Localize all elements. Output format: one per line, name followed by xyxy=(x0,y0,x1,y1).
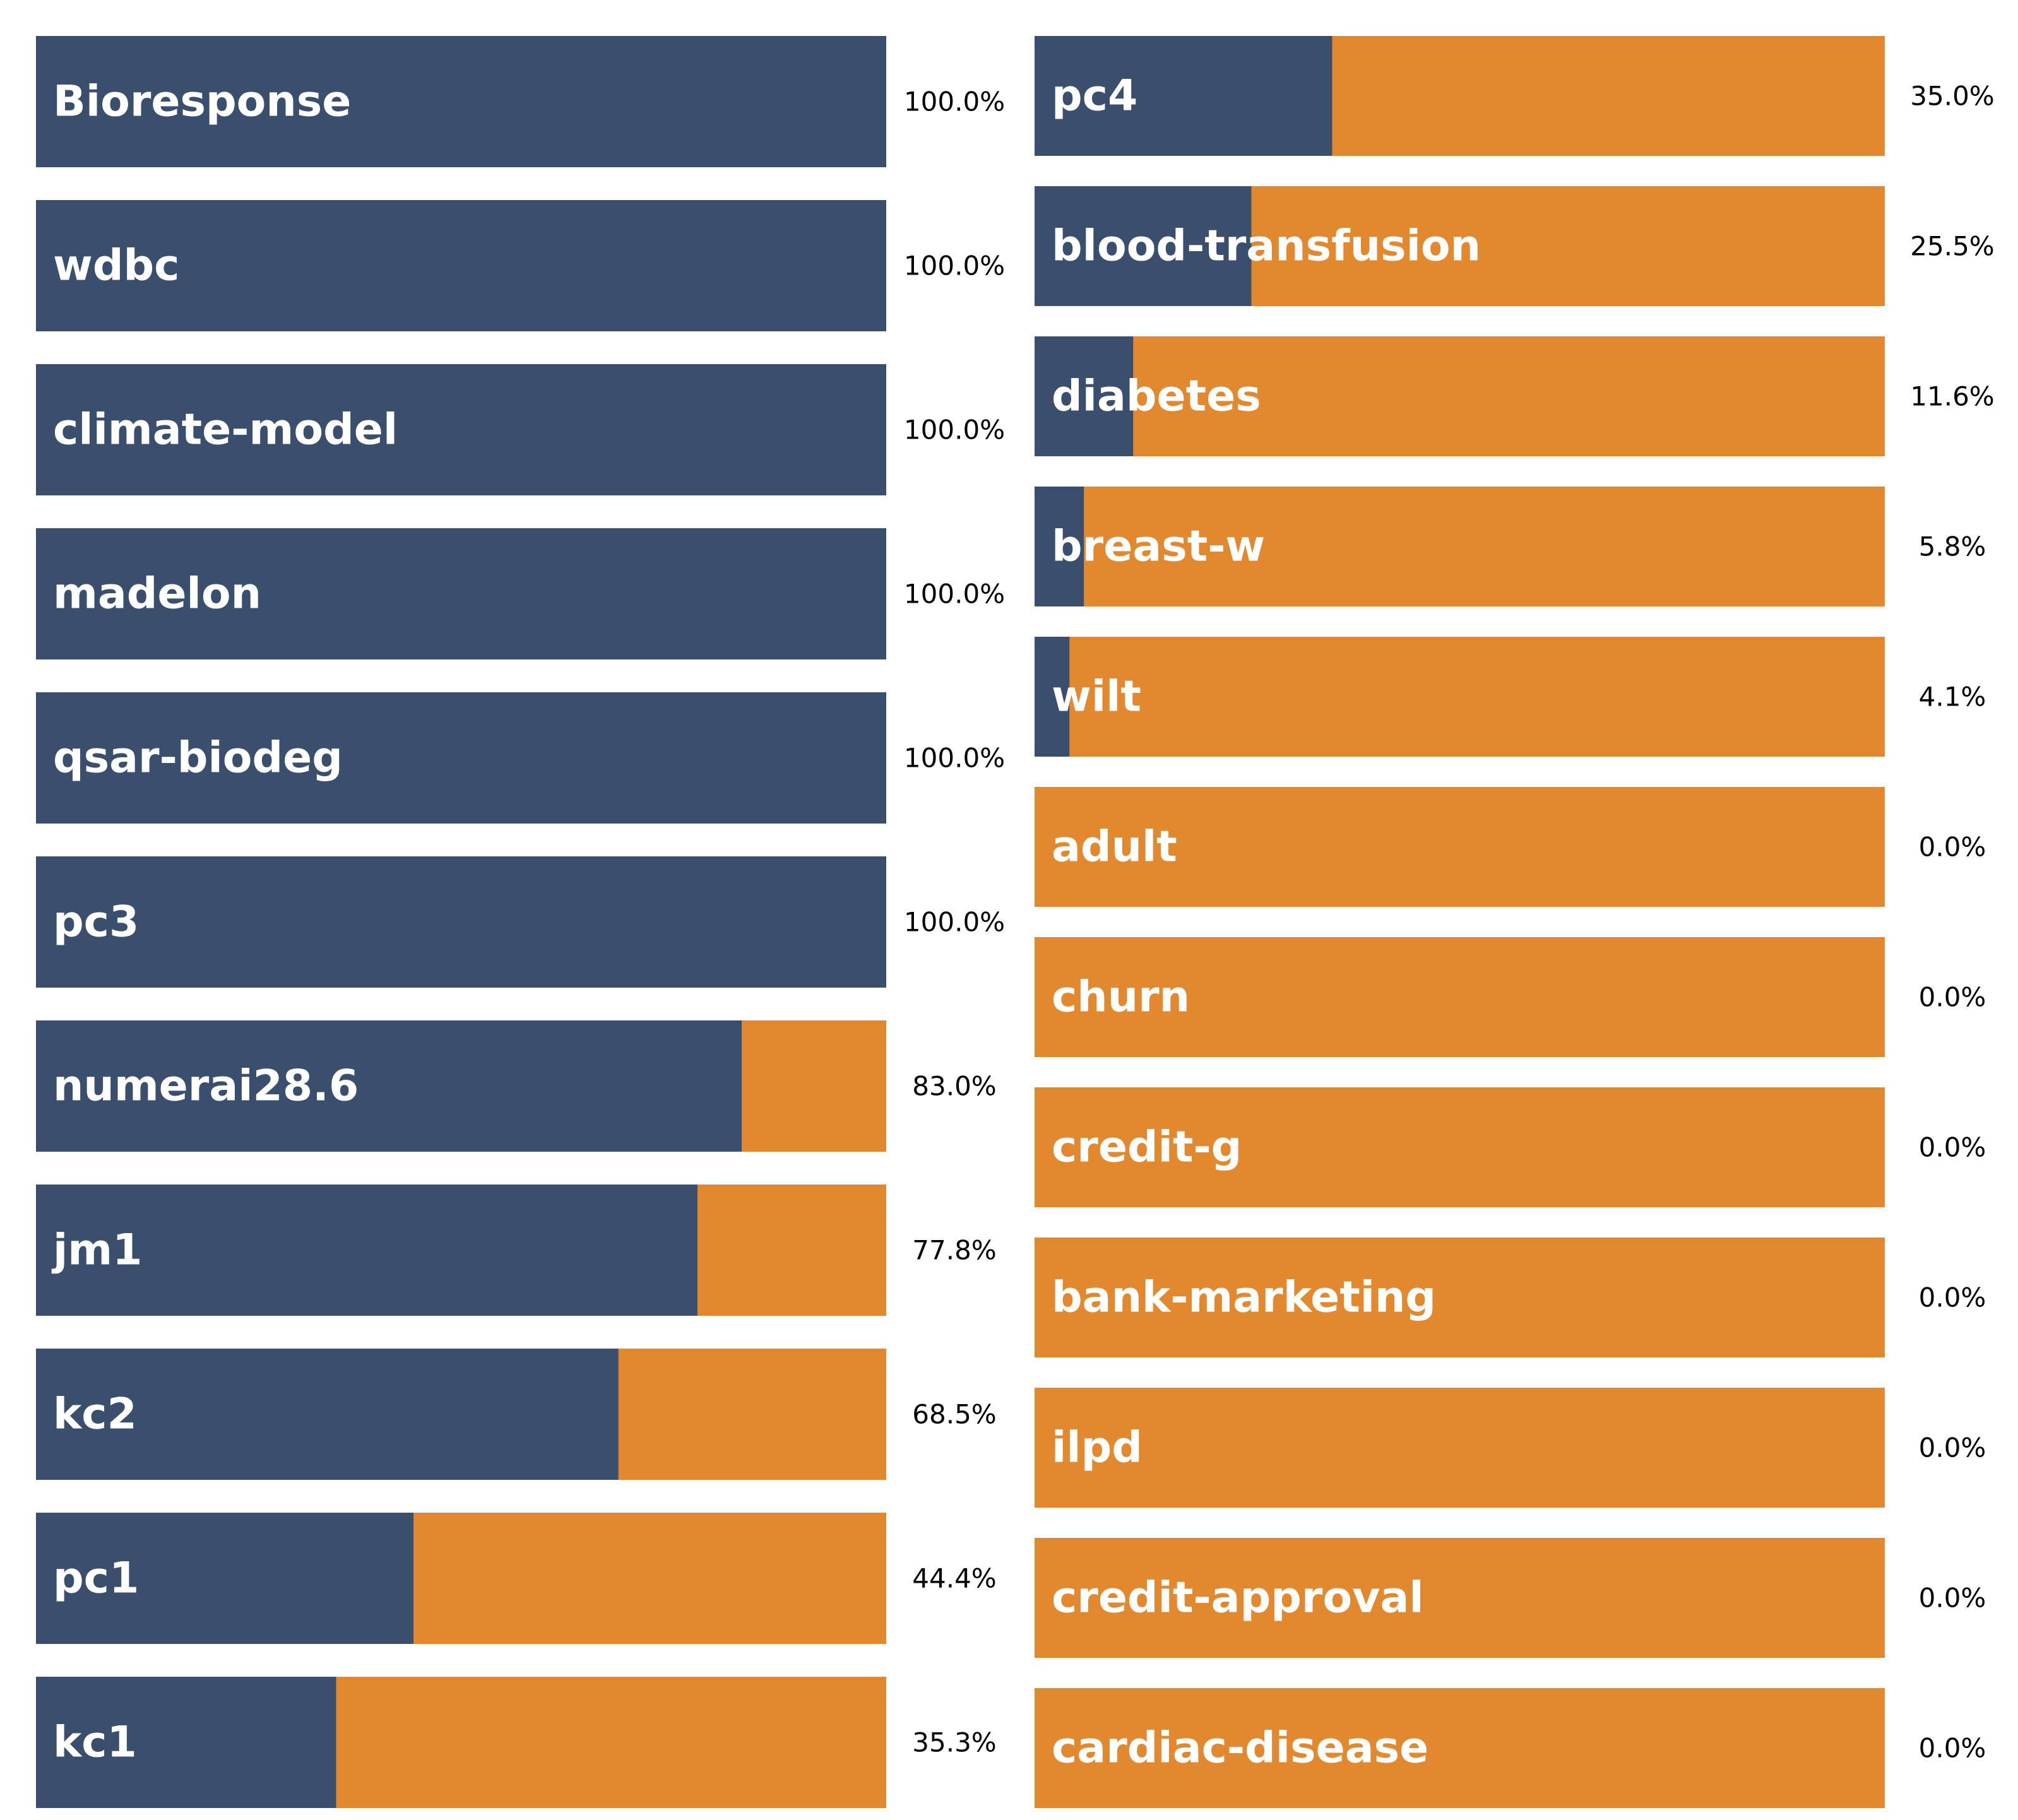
bar-value-numerai28-6 xyxy=(36,1020,742,1152)
bar-label-pc3: pc3 xyxy=(53,897,139,947)
bar-label-credit-g: credit-g xyxy=(1052,1123,1242,1173)
bar-remainder-ilpd xyxy=(1035,1388,1885,1508)
value-label-kc2: 68.5% xyxy=(912,1399,996,1430)
bar-label-bioresponse: Bioresponse xyxy=(53,77,351,127)
bar-remainder-breast-w xyxy=(1035,487,1885,606)
bar-value-pc3 xyxy=(36,856,886,988)
value-label-cardiac-disease: 0.0% xyxy=(1919,1733,1986,1764)
value-label-churn: 0.0% xyxy=(1919,982,1986,1013)
bar-value-climate-model xyxy=(36,364,886,495)
bar-label-diabetes: diabetes xyxy=(1052,372,1261,422)
value-label-madelon: 100.0% xyxy=(904,579,1005,610)
bar-label-jm1: jm1 xyxy=(51,1226,142,1275)
bar-value-kc1 xyxy=(36,1677,336,1808)
value-label-breast-w: 5.8% xyxy=(1919,531,1986,562)
bar-remainder-credit-approval xyxy=(1035,1538,1885,1658)
bar-label-pc4: pc4 xyxy=(1052,71,1137,121)
bar-remainder-credit-g xyxy=(1035,1087,1885,1207)
bar-label-cardiac-disease: cardiac-disease xyxy=(1052,1723,1428,1773)
value-label-wdbc: 100.0% xyxy=(904,251,1005,281)
value-label-credit-approval: 0.0% xyxy=(1919,1583,1986,1614)
bar-label-madelon: madelon xyxy=(53,569,261,619)
value-label-diabetes: 11.6% xyxy=(1910,381,1994,412)
bar-value-pc1 xyxy=(36,1513,414,1644)
bar-value-bioresponse xyxy=(36,36,886,167)
value-label-qsar-biodeg: 100.0% xyxy=(904,743,1005,774)
bar-value-wilt xyxy=(1035,637,1070,757)
value-label-bioresponse: 100.0% xyxy=(904,86,1005,117)
bar-label-qsar-biodeg: qsar-biodeg xyxy=(53,733,343,783)
bar-value-breast-w xyxy=(1035,487,1084,606)
bar-value-jm1 xyxy=(36,1185,697,1316)
bar-remainder-wilt xyxy=(1035,637,1885,757)
bar-label-pc1: pc1 xyxy=(53,1554,139,1604)
bar-label-ilpd: ilpd xyxy=(1052,1423,1143,1473)
value-label-pc4: 35.0% xyxy=(1910,81,1994,112)
value-label-numerai28-6: 83.0% xyxy=(912,1071,996,1102)
bar-label-adult: adult xyxy=(1052,822,1177,872)
bar-value-kc2 xyxy=(36,1349,619,1480)
bar-label-climate-model: climate-model xyxy=(53,405,398,455)
value-label-ilpd: 0.0% xyxy=(1919,1433,1986,1463)
value-label-jm1: 77.8% xyxy=(912,1235,996,1266)
bar-label-bank-marketing: bank-marketing xyxy=(1052,1273,1436,1323)
bar-value-pc4 xyxy=(1035,36,1332,156)
bar-remainder-adult xyxy=(1035,787,1885,907)
bar-label-breast-w: breast-w xyxy=(1052,522,1265,572)
value-label-wilt: 4.1% xyxy=(1919,682,1986,712)
bar-value-wdbc xyxy=(36,200,886,331)
bar-remainder-bank-marketing xyxy=(1035,1238,1885,1357)
bar-remainder-diabetes xyxy=(1035,336,1885,456)
bar-value-blood-transfusion xyxy=(1035,186,1252,306)
bar-remainder-cardiac-disease xyxy=(1035,1688,1885,1808)
value-label-kc1: 35.3% xyxy=(912,1727,996,1758)
bar-label-credit-approval: credit-approval xyxy=(1052,1573,1424,1623)
right-panel: pc4 35.0% blood-transfusion 25.5% diabetes 11… xyxy=(1035,36,1995,1808)
bar-label-churn: churn xyxy=(1052,972,1190,1022)
bar-value-diabetes xyxy=(1035,336,1134,456)
value-label-pc3: 100.0% xyxy=(904,907,1005,938)
value-label-pc1: 44.4% xyxy=(912,1563,996,1594)
bar-label-blood-transfusion: blood-transfusion xyxy=(1052,222,1481,271)
bar-value-madelon xyxy=(36,528,886,659)
value-label-bank-marketing: 0.0% xyxy=(1919,1282,1986,1313)
value-label-credit-g: 0.0% xyxy=(1919,1132,1986,1163)
bar-value-qsar-biodeg xyxy=(36,692,886,824)
bar-label-wdbc: wdbc xyxy=(53,241,179,291)
bar-label-wilt: wilt xyxy=(1052,672,1141,722)
value-label-adult: 0.0% xyxy=(1919,832,1986,863)
value-label-climate-model: 100.0% xyxy=(904,415,1005,446)
left-panel: Bioresponse 100.0% wdbc 100.0% climate-model… xyxy=(36,36,1005,1808)
bar-label-kc2: kc2 xyxy=(53,1390,137,1439)
bar-label-numerai28-6: numerai28.6 xyxy=(53,1061,359,1111)
value-label-blood-transfusion: 25.5% xyxy=(1910,231,1994,262)
bar-remainder-churn xyxy=(1035,937,1885,1057)
bar-label-kc1: kc1 xyxy=(53,1718,137,1768)
